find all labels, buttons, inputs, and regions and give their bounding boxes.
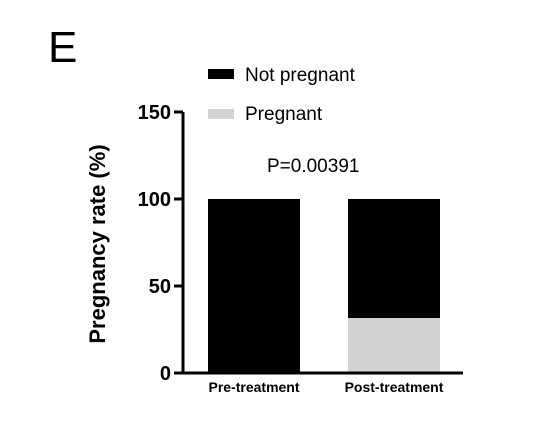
legend-label-not-pregnant: Not pregnant: [245, 65, 356, 86]
y-tick-label: 50: [149, 276, 171, 298]
legend-swatch-pregnant: [208, 109, 234, 119]
bar-pre-treatment-not-pregnant: [208, 199, 300, 373]
y-axis: 0 50 100 150: [138, 102, 185, 385]
p-value-annotation: P=0.00391: [267, 156, 359, 177]
y-tick-label: 150: [138, 102, 171, 124]
bar-post-treatment-pregnant: [348, 318, 440, 373]
legend-label-pregnant: Pregnant: [245, 104, 323, 125]
x-axis: Pre-treatment Post-treatment: [181, 371, 463, 395]
bars: [208, 199, 440, 373]
y-tick-label: 100: [138, 189, 171, 211]
panel-label: E: [48, 23, 77, 72]
legend-swatch-not-pregnant: [208, 69, 234, 79]
y-tick-label: 0: [160, 363, 171, 385]
bar-post-treatment-not-pregnant: [348, 199, 440, 319]
x-tick-label: Post-treatment: [345, 379, 444, 395]
y-axis-label: Pregnancy rate (%): [85, 144, 110, 343]
legend: Not pregnant Pregnant: [208, 65, 356, 125]
x-tick-label: Pre-treatment: [208, 379, 299, 395]
